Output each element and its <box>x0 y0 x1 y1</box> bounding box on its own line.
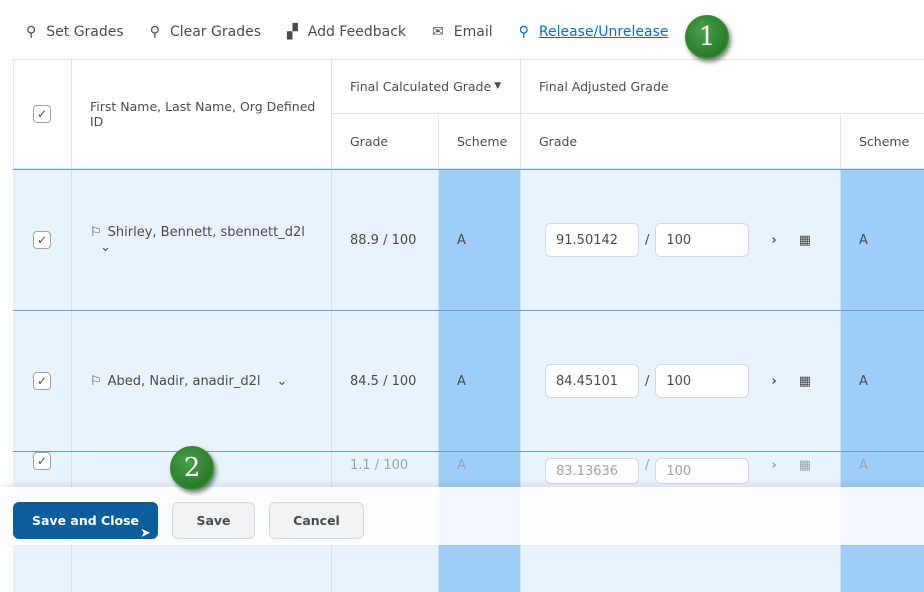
feedback-icon: ▞ <box>287 24 298 40</box>
add-feedback-button[interactable]: ▞ Add Feedback <box>287 24 407 40</box>
callout-2: 2 <box>170 446 214 490</box>
adj-scheme: A <box>841 170 924 310</box>
email-button[interactable]: ✉ Email <box>432 24 493 40</box>
calc-grade: 88.9 / 100 <box>332 170 439 310</box>
final-adjusted-header: Final Adjusted Grade <box>521 59 924 114</box>
student-name: Abed, Nadir, anadir_d2l <box>107 373 261 389</box>
calculator-icon[interactable]: ▦ <box>798 373 812 389</box>
row-checkbox[interactable]: ✓ <box>33 372 51 390</box>
save-and-close-button[interactable]: Save and Close <box>13 502 158 539</box>
flag-icon: ⚐ <box>90 373 102 389</box>
mouse-cursor-icon: ➤ <box>140 526 151 541</box>
student-name: Shirley, Bennett, sbennett_d2l <box>107 225 305 240</box>
table-row: ✓ ⚐ Shirley, Bennett, sbennett_d2l ⌄ 88.9 … <box>13 169 924 310</box>
clear-pin-icon: ⚲ <box>149 24 160 40</box>
adjusted-grade-input[interactable]: 83.13636 <box>545 458 639 484</box>
chevron-down-icon[interactable]: ⌄ <box>276 373 288 389</box>
release-icon: ⚲ <box>518 24 529 40</box>
flag-icon: ⚐ <box>90 225 102 240</box>
adj-grade-header: Grade <box>521 114 841 169</box>
adj-scheme-header: Scheme <box>841 114 924 169</box>
footer-bar: Save and Close Save Cancel <box>0 487 924 545</box>
calc-grade: 84.5 / 100 <box>332 311 439 451</box>
calc-scheme: A <box>439 170 521 310</box>
calc-scheme-header: Scheme <box>439 114 521 169</box>
out-of-input[interactable]: 100 <box>655 458 750 484</box>
caret-down-icon: ▼ <box>494 81 502 91</box>
chevron-right-icon[interactable]: › <box>771 458 777 473</box>
callout-1: 1 <box>685 15 729 59</box>
clear-grades-button[interactable]: ⚲ Clear Grades <box>149 24 261 40</box>
adj-scheme: A <box>841 311 924 451</box>
slash: / <box>645 373 650 389</box>
set-grades-button[interactable]: ⚲ Set Grades <box>26 24 124 40</box>
out-of-input[interactable]: 100 <box>655 364 750 398</box>
adjusted-grade-input[interactable]: 84.45101 <box>545 364 639 398</box>
slash: / <box>645 458 650 473</box>
chevron-right-icon[interactable]: › <box>771 373 777 389</box>
final-calculated-header[interactable]: Final Calculated Grade ▼ <box>332 59 521 114</box>
toolbar: ⚲ Set Grades ⚲ Clear Grades ▞ Add Feedback … <box>26 24 668 40</box>
table-row: ✓ ⚐ Abed, Nadir, anadir_d2l ⌄ 84.5 / 100 A… <box>13 310 924 451</box>
cancel-button[interactable]: Cancel <box>269 502 364 539</box>
slash: / <box>645 232 650 248</box>
name-column-header[interactable]: First Name, Last Name, Org Defined ID <box>72 59 332 169</box>
release-unrelease-link[interactable]: ⚲ Release/Unrelease <box>518 24 669 40</box>
out-of-input[interactable]: 100 <box>655 223 750 257</box>
row-checkbox[interactable]: ✓ <box>33 231 51 249</box>
calculator-icon[interactable]: ▦ <box>798 458 812 473</box>
calculator-icon[interactable]: ▦ <box>798 232 812 248</box>
calc-grade-header: Grade <box>332 114 439 169</box>
select-all-checkbox[interactable]: ✓ <box>33 104 51 123</box>
envelope-icon: ✉ <box>432 24 444 40</box>
row-checkbox[interactable]: ✓ <box>33 452 51 470</box>
pin-icon: ⚲ <box>26 24 37 40</box>
save-button[interactable]: Save <box>172 502 255 539</box>
adjusted-grade-input[interactable]: 91.50142 <box>545 223 639 257</box>
chevron-right-icon[interactable]: › <box>771 232 777 248</box>
calc-scheme: A <box>439 311 521 451</box>
chevron-down-icon[interactable]: ⌄ <box>100 240 111 255</box>
